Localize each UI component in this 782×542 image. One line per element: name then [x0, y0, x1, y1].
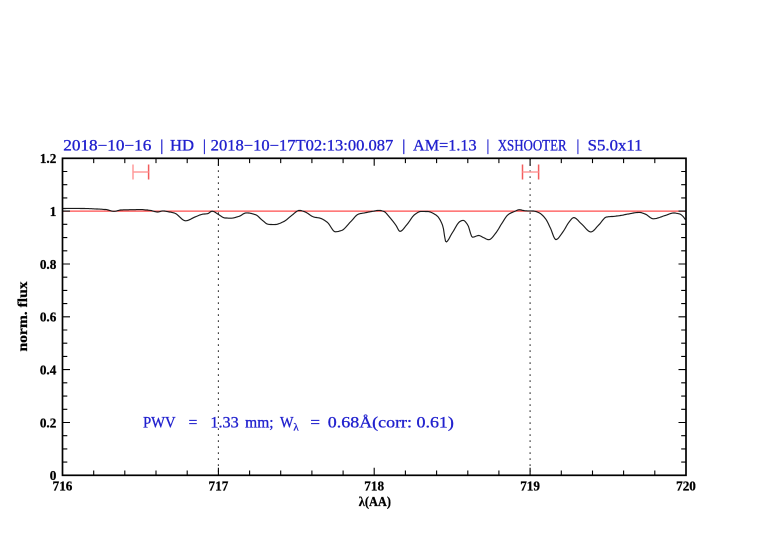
- svg-text:716: 716: [53, 479, 73, 494]
- svg-text:λ: λ: [293, 422, 299, 434]
- svg-text:720: 720: [676, 479, 696, 494]
- svg-text:S5.0x11: S5.0x11: [588, 138, 643, 155]
- svg-text:0.4: 0.4: [40, 363, 57, 378]
- svg-text:0.2: 0.2: [40, 415, 57, 430]
- svg-text:2018−10−17T02:13:00.087: 2018−10−17T02:13:00.087: [211, 138, 394, 155]
- svg-text:1.2: 1.2: [40, 151, 57, 166]
- svg-text:mm;: mm;: [245, 414, 273, 431]
- svg-text:|: |: [160, 138, 163, 155]
- svg-text:717: 717: [209, 479, 229, 494]
- svg-text:719: 719: [520, 479, 540, 494]
- svg-text:1: 1: [50, 204, 57, 219]
- svg-text:|: |: [402, 138, 405, 155]
- svg-text:|: |: [576, 138, 579, 155]
- svg-text:2018−10−16: 2018−10−16: [63, 138, 151, 155]
- svg-text:1.33: 1.33: [210, 414, 239, 431]
- svg-text:W: W: [280, 414, 294, 431]
- svg-text:XSHOOTER: XSHOOTER: [498, 138, 568, 155]
- svg-text:718: 718: [364, 479, 384, 494]
- svg-text:=: =: [310, 414, 320, 431]
- svg-text:=: =: [189, 414, 198, 431]
- svg-text:0.68Å(corr: 0.61): 0.68Å(corr: 0.61): [328, 414, 454, 431]
- svg-text:0.6: 0.6: [40, 310, 57, 325]
- svg-text:HD: HD: [170, 138, 194, 155]
- svg-text:λ(AA): λ(AA): [359, 494, 391, 509]
- svg-text:AM=1.13: AM=1.13: [413, 138, 477, 155]
- svg-text:PWV: PWV: [143, 414, 176, 431]
- svg-text:|: |: [203, 138, 206, 155]
- svg-text:0.8: 0.8: [40, 257, 57, 272]
- svg-text:norm. flux: norm. flux: [16, 282, 31, 352]
- svg-text:|: |: [486, 138, 489, 155]
- svg-text:0: 0: [50, 468, 57, 483]
